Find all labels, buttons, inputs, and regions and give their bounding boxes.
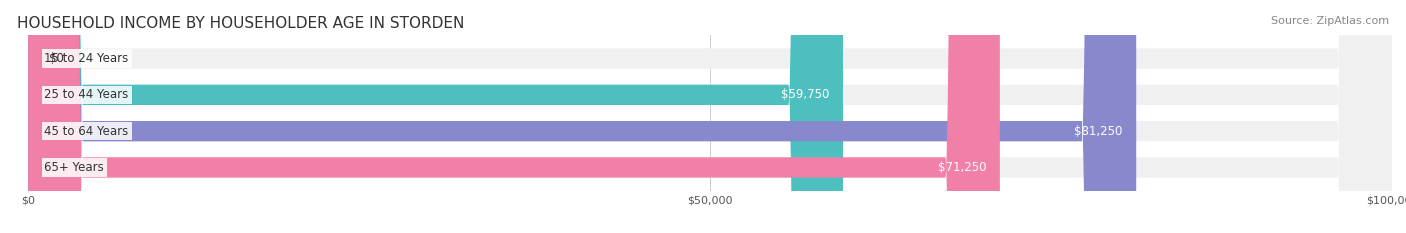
FancyBboxPatch shape <box>28 0 1392 233</box>
FancyBboxPatch shape <box>28 0 1392 233</box>
Text: Source: ZipAtlas.com: Source: ZipAtlas.com <box>1271 16 1389 26</box>
Text: HOUSEHOLD INCOME BY HOUSEHOLDER AGE IN STORDEN: HOUSEHOLD INCOME BY HOUSEHOLDER AGE IN S… <box>17 16 464 31</box>
Text: 65+ Years: 65+ Years <box>45 161 104 174</box>
Text: 25 to 44 Years: 25 to 44 Years <box>45 88 129 101</box>
FancyBboxPatch shape <box>28 0 844 233</box>
Text: $71,250: $71,250 <box>938 161 986 174</box>
Text: 15 to 24 Years: 15 to 24 Years <box>45 52 129 65</box>
FancyBboxPatch shape <box>28 0 1000 233</box>
Text: $0: $0 <box>49 52 63 65</box>
FancyBboxPatch shape <box>28 0 1392 233</box>
Text: 45 to 64 Years: 45 to 64 Years <box>45 125 129 138</box>
Text: $59,750: $59,750 <box>780 88 830 101</box>
FancyBboxPatch shape <box>28 0 1392 233</box>
FancyBboxPatch shape <box>28 0 1136 233</box>
Text: $81,250: $81,250 <box>1074 125 1122 138</box>
